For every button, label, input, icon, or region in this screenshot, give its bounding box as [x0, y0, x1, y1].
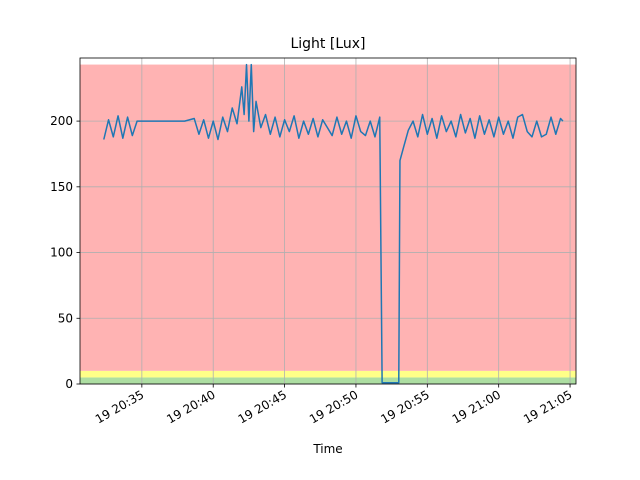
- x-tick-label: 19 20:55: [378, 387, 431, 426]
- x-tick-label: 19 21:00: [450, 387, 503, 426]
- x-axis-label: Time: [312, 442, 342, 456]
- y-tick-label: 200: [50, 114, 73, 128]
- x-tick-label: 19 20:45: [236, 387, 289, 426]
- threshold-band: [80, 64, 576, 371]
- chart-title: Light [Lux]: [290, 36, 365, 52]
- y-tick-label: 0: [65, 377, 73, 391]
- x-tick-label: 19 20:35: [93, 387, 146, 426]
- y-tick-label: 50: [58, 311, 73, 325]
- data-line: [103, 63, 564, 384]
- y-tick-label: 100: [50, 246, 73, 260]
- threshold-band: [80, 370, 576, 378]
- axes-frame: [79, 57, 577, 385]
- x-tick-label: 19 20:50: [307, 387, 360, 426]
- threshold-band: [80, 377, 576, 384]
- x-tick-label: 19 21:05: [521, 387, 574, 426]
- y-tick-label: 150: [50, 180, 73, 194]
- x-tick-label: 19 20:40: [164, 387, 217, 426]
